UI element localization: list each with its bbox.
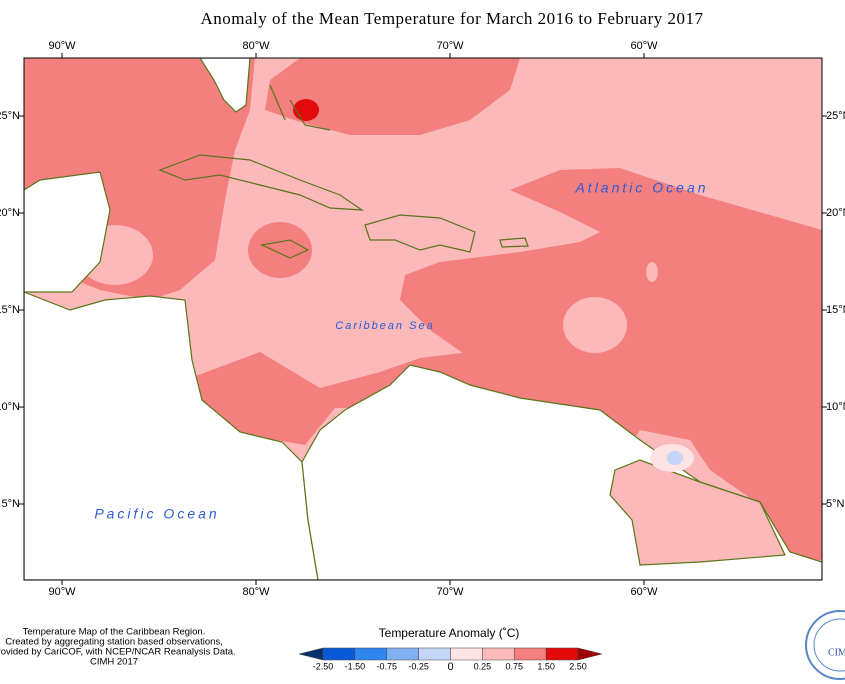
hispaniola: [364, 214, 476, 253]
map-frame: [23, 57, 823, 581]
anomaly-zone: [646, 262, 658, 282]
anomaly-zone: [667, 451, 683, 465]
lon-label: 60°W: [630, 40, 658, 52]
anomaly-zone: [563, 297, 627, 353]
lon-label: 70°W: [436, 586, 464, 598]
lat-label: 5°N: [2, 498, 21, 510]
credit-line: Created by aggregating station based obs…: [5, 637, 223, 648]
lon-label: 90°W: [48, 40, 76, 52]
lat-label: 5°N: [826, 498, 845, 510]
lat-label: 10°N: [0, 401, 20, 413]
legend-swatch: [354, 647, 387, 661]
legend-swatch: [322, 647, 356, 661]
legend-swatch: [450, 647, 483, 661]
logo-ring: [813, 618, 845, 672]
lon-label: 80°W: [242, 586, 270, 598]
legend-swatch: [577, 647, 603, 661]
lat-label: 15°N: [826, 304, 845, 316]
legend-label: -1.50: [345, 661, 366, 671]
logo-text: CIMH: [828, 647, 845, 658]
legend-label: 0: [447, 661, 453, 673]
legend-swatch: [386, 647, 419, 661]
legend-label: 0.25: [474, 661, 492, 671]
title: Anomaly of the Mean Temperature for Marc…: [200, 9, 703, 28]
lat-label: 25°N: [826, 110, 845, 122]
lat-label: 25°N: [0, 110, 20, 122]
map: [24, 58, 822, 580]
ocean-label: Caribbean Sea: [335, 320, 434, 332]
credit-line: CIMH 2017: [90, 657, 138, 668]
lat-label: 20°N: [0, 207, 20, 219]
legend-label: 1.50: [537, 661, 555, 671]
legend-swatch: [514, 647, 547, 661]
lat-label: 15°N: [0, 304, 20, 316]
legend-label: -0.75: [376, 661, 397, 671]
legend-title: Temperature Anomaly (˚C): [379, 626, 520, 640]
lon-label: 70°W: [436, 40, 464, 52]
jamaica: [260, 239, 310, 259]
cuba: [158, 154, 365, 211]
legend-swatch: [298, 647, 324, 661]
logo: [805, 610, 845, 680]
anomaly-zone: [248, 222, 312, 278]
bahamas: [269, 84, 331, 131]
lon-label: 90°W: [48, 586, 76, 598]
florida: [199, 58, 251, 113]
anomaly-zone: [293, 99, 319, 121]
legend-label: 0.75: [505, 661, 523, 671]
legend-label: 2.50: [569, 661, 587, 671]
lon-label: 80°W: [242, 40, 270, 52]
legend: -2.50 -1.50 -0.75 -0.25 0 0.25 0.75 1.50 2.50: [298, 647, 603, 673]
credit-line: Temperature Map of the Caribbean Region.: [23, 627, 206, 638]
puerto-rico: [499, 237, 529, 248]
legend-swatch: [418, 647, 451, 661]
legend-label: -0.25: [408, 661, 429, 671]
credit-line: provided by CariCOF, with NCEP/NCAR Rean…: [0, 647, 236, 658]
lon-label: 60°W: [630, 586, 658, 598]
legend-swatch: [545, 647, 579, 661]
lat-label: 20°N: [826, 207, 845, 219]
yucatan: [24, 171, 111, 293]
anomaly-zone: [265, 58, 520, 135]
ocean-label: Atlantic Ocean: [574, 180, 708, 196]
anomaly-zone: [400, 168, 822, 560]
ocean-label: Pacific Ocean: [94, 506, 219, 522]
credits: Temperature Map of the Caribbean Region.…: [0, 627, 236, 668]
legend-label: -2.50: [313, 661, 334, 671]
lat-label: 10°N: [826, 401, 845, 413]
legend-swatch: [482, 647, 515, 661]
